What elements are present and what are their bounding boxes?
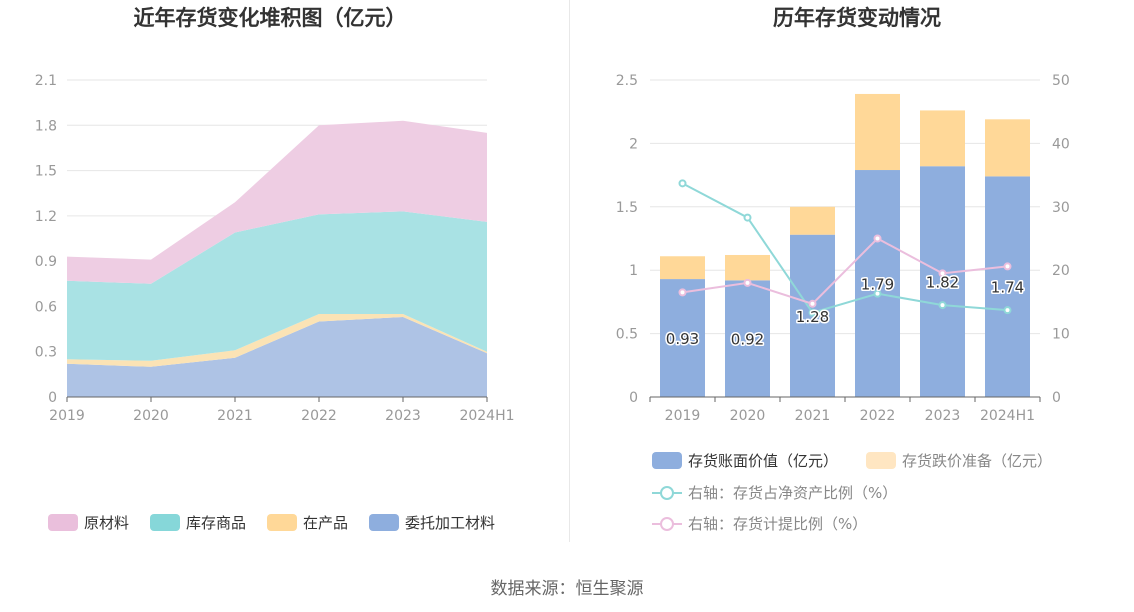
left-y-tick-label: 1.8	[35, 118, 57, 134]
area-series-原材料	[67, 120, 487, 284]
left-y-tick-label: 0.9	[35, 254, 57, 270]
legend-item-book-value[interactable]: 存货账面价值（亿元）	[652, 450, 838, 471]
legend-label: 委托加工材料	[405, 514, 496, 532]
left-y-tick-label: 2.1	[35, 73, 57, 89]
legend-label: 右轴：存货占净资产比例（%）	[688, 484, 898, 502]
line-point-右轴：存货占净资产比例（%）	[678, 179, 687, 188]
legend-item-raw-material[interactable]: 原材料	[48, 512, 129, 533]
area-series-委托加工材料	[67, 316, 487, 397]
line-point-右轴：存货占净资产比例（%）	[938, 301, 947, 310]
legend-item-finished-goods[interactable]: 库存商品	[150, 512, 246, 533]
bar-data-label: 0.92	[731, 331, 764, 349]
line-point-右轴：存货计提比例（%）	[678, 288, 687, 297]
bar-存货跌价准备（亿元）	[985, 119, 1030, 177]
right-y2-tick-label: 10	[1052, 327, 1070, 343]
left-y-tick-label: 0.3	[35, 345, 57, 361]
right-y-tick-label: 2.5	[616, 73, 638, 89]
right-x-tick-label: 2022	[860, 408, 896, 424]
right-y2-tick-label: 40	[1052, 136, 1070, 152]
line-point-右轴：存货占净资产比例（%）	[808, 308, 817, 317]
legend-swatch-wip	[267, 514, 297, 531]
bar-存货账面价值（亿元）	[985, 176, 1030, 397]
legend-label: 右轴：存货计提比例（%）	[688, 515, 868, 533]
left-y-tick-label: 0.6	[35, 299, 57, 315]
right-y-tick-label: 0	[629, 390, 638, 406]
area-series-在产品	[67, 313, 487, 367]
right-y2-tick-label: 20	[1052, 263, 1070, 279]
left-y-tick-label: 1.2	[35, 209, 57, 225]
line-point-右轴：存货计提比例（%）	[938, 269, 947, 278]
right-y-tick-label: 0.5	[616, 327, 638, 343]
bar-存货账面价值（亿元）	[660, 279, 705, 397]
line-右轴：存货计提比例（%）	[682, 237, 1008, 305]
left-x-tick-label: 2019	[49, 408, 85, 424]
legend-swatch-consigned-materials	[369, 514, 399, 531]
left-chart-title: 近年存货变化堆积图（亿元）	[133, 6, 407, 30]
bar-存货账面价值（亿元）	[920, 166, 965, 397]
bar-data-label: 0.93	[666, 330, 699, 348]
bar-存货跌价准备（亿元）	[920, 110, 965, 167]
left-y-tick-label: 1.5	[35, 164, 57, 180]
left-x-tick-label: 2022	[301, 408, 337, 424]
bar-存货跌价准备（亿元）	[855, 93, 900, 171]
right-y2-tick-label: 0	[1052, 390, 1061, 406]
legend-item-net-asset-ratio[interactable]: 右轴：存货占净资产比例（%）	[652, 482, 897, 503]
line-point-右轴：存货计提比例（%）	[1003, 262, 1012, 271]
legend-label: 存货跌价准备（亿元）	[902, 452, 1053, 470]
right-chart-title: 历年存货变动情况	[773, 6, 941, 30]
left-x-tick-label: 2024H1	[459, 408, 514, 424]
line-point-右轴：存货计提比例（%）	[873, 234, 882, 243]
right-y2-tick-label: 50	[1052, 73, 1070, 89]
legend-line-symbol-net-asset-ratio	[652, 484, 682, 501]
legend-line-symbol-provision-ratio	[652, 515, 682, 532]
line-point-右轴：存货计提比例（%）	[743, 278, 752, 287]
line-point-右轴：存货占净资产比例（%）	[743, 213, 752, 222]
legend-label: 库存商品	[186, 514, 247, 532]
legend-swatch-raw-material	[48, 514, 78, 531]
bar-data-label: 1.82	[926, 274, 959, 292]
line-右轴：存货占净资产比例（%）	[682, 182, 1008, 314]
legend-item-provision-ratio[interactable]: 右轴：存货计提比例（%）	[652, 513, 867, 534]
right-y-tick-label: 2	[629, 136, 638, 152]
right-x-tick-label: 2024H1	[980, 408, 1035, 424]
bar-data-label: 1.74	[991, 279, 1024, 297]
legend-label: 存货账面价值（亿元）	[688, 452, 839, 470]
left-x-tick-label: 2020	[133, 408, 169, 424]
left-x-tick-label: 2021	[217, 408, 253, 424]
right-y-tick-label: 1	[629, 263, 638, 279]
bar-data-label: 1.28	[796, 308, 829, 326]
legend-swatch-book-value	[652, 452, 682, 469]
right-x-tick-label: 2021	[795, 408, 831, 424]
legend-swatch-finished-goods	[150, 514, 180, 531]
chart-divider	[569, 0, 570, 542]
bar-存货账面价值（亿元）	[855, 170, 900, 397]
legend-swatch-impairment	[866, 452, 896, 469]
right-y2-tick-label: 30	[1052, 200, 1070, 216]
area-series-库存商品	[67, 211, 487, 361]
legend-item-consigned-materials[interactable]: 委托加工材料	[369, 512, 495, 533]
right-x-tick-label: 2020	[730, 408, 766, 424]
line-point-右轴：存货占净资产比例（%）	[873, 289, 882, 298]
line-point-右轴：存货计提比例（%）	[808, 299, 817, 308]
bar-存货跌价准备（亿元）	[725, 254, 770, 281]
bar-存货跌价准备（亿元）	[660, 256, 705, 280]
legend-item-wip[interactable]: 在产品	[267, 512, 348, 533]
right-y-tick-label: 1.5	[616, 200, 638, 216]
left-y-tick-label: 0	[48, 390, 57, 406]
bar-存货跌价准备（亿元）	[790, 206, 835, 235]
bar-data-label: 1.79	[861, 276, 894, 294]
line-point-右轴：存货占净资产比例（%）	[1003, 306, 1012, 315]
left-x-tick-label: 2023	[385, 408, 421, 424]
bar-存货账面价值（亿元）	[725, 280, 770, 397]
right-x-tick-label: 2023	[925, 408, 961, 424]
right-x-tick-label: 2019	[665, 408, 701, 424]
legend-label: 在产品	[303, 514, 349, 532]
legend-item-impairment[interactable]: 存货跌价准备（亿元）	[866, 450, 1052, 471]
legend-label: 原材料	[84, 514, 130, 532]
data-source-note: 数据来源：恒生聚源	[490, 579, 644, 599]
